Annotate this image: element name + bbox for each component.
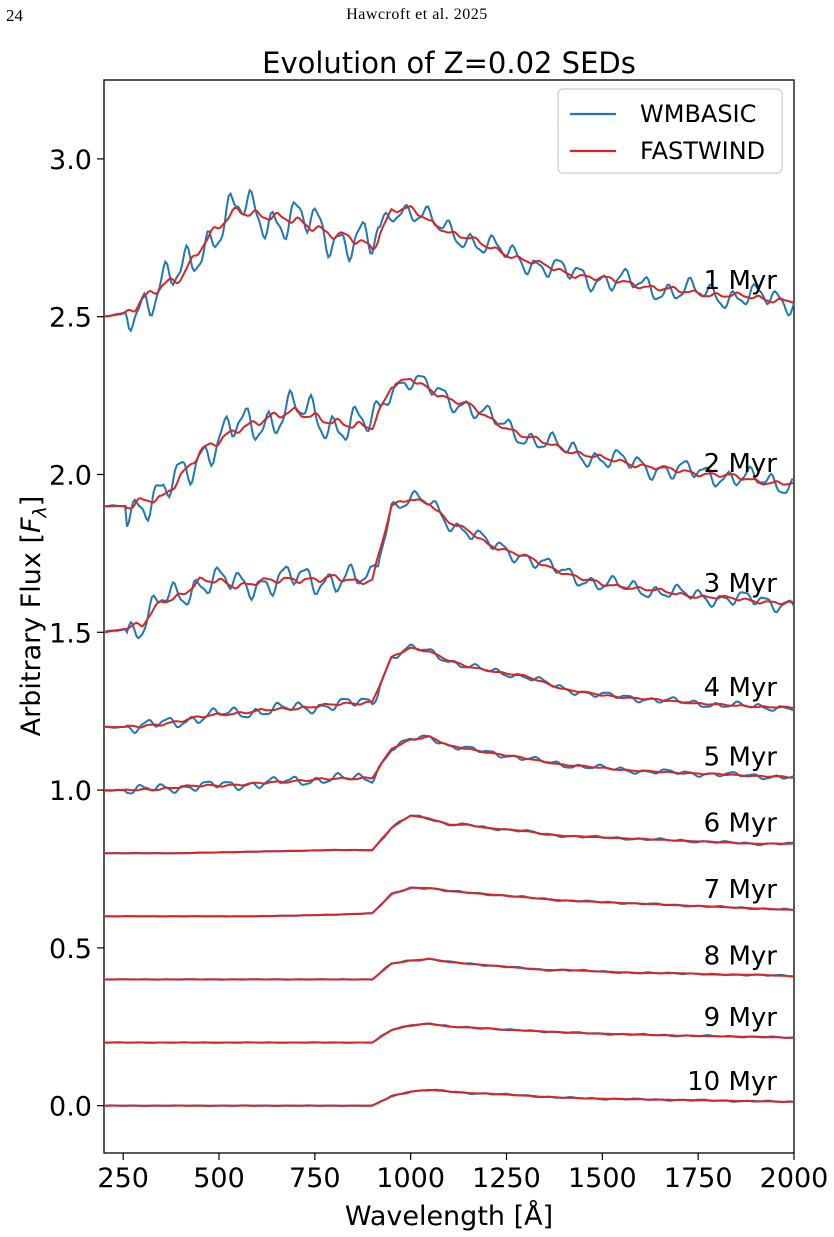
wmbasic-line-3-myr — [103, 489, 795, 640]
fastwind-line-6-myr — [104, 814, 794, 855]
legend-label-wmbasic: WMBASIC — [640, 100, 756, 128]
x-tick-label: 1000 — [376, 1163, 445, 1194]
age-label: 4 Myr — [704, 673, 778, 703]
y-tick-label: 0.0 — [49, 1092, 92, 1123]
fastwind-line-9-myr — [104, 1022, 794, 1044]
running-head: Hawcroft et al. 2025 — [346, 6, 488, 23]
fastwind-line-7-myr — [104, 886, 795, 918]
age-label: 10 Myr — [687, 1067, 777, 1097]
fastwind-line-4-myr — [104, 646, 795, 729]
x-tick-label: 2000 — [760, 1163, 829, 1194]
y-tick-label: 2.5 — [49, 303, 92, 334]
x-tick-label: 1250 — [472, 1163, 541, 1194]
fastwind-line-3-myr — [103, 498, 795, 634]
series-layer: 1 Myr 2 Myr 3 Myr 4 Myr 5 Myr 6 Myr 7 Myr 8 Myr… — [103, 188, 795, 1108]
ticks-layer: 250 500 750 1000 1250 1500 1750 2000 0.0 0.5 1.0 1.… — [49, 145, 828, 1194]
wmbasic-line-2-myr — [104, 374, 795, 527]
age-label: 8 Myr — [704, 941, 778, 971]
wmbasic-line-1-myr — [104, 188, 795, 333]
x-axis-label: Wavelength [Å] — [345, 1200, 553, 1232]
fastwind-line-5-myr — [104, 735, 794, 792]
y-tick-label: 1.0 — [49, 776, 92, 807]
page-header: 24 Hawcroft et al. 2025 — [0, 0, 834, 34]
legend: WMBASIC FASTWIND — [557, 88, 783, 174]
y-tick-label: 3.0 — [49, 145, 92, 176]
x-tick-label: 1750 — [664, 1163, 733, 1194]
age-label: 9 Myr — [704, 1003, 778, 1033]
age-label: 6 Myr — [704, 809, 778, 839]
x-tick-label: 500 — [193, 1163, 245, 1194]
age-label: 2 Myr — [704, 449, 778, 479]
age-label: 3 Myr — [704, 569, 778, 599]
plot-area-frame — [103, 79, 795, 1154]
age-label: 7 Myr — [704, 875, 778, 905]
wmbasic-line-4-myr — [103, 643, 795, 735]
x-tick-label: 750 — [289, 1163, 341, 1194]
page-number: 24 — [6, 6, 23, 25]
age-label: 1 Myr — [704, 266, 778, 296]
age-label: 5 Myr — [704, 743, 778, 773]
y-tick-label: 0.5 — [49, 934, 92, 965]
fastwind-line-8-myr — [104, 957, 795, 981]
fastwind-line-1-myr — [103, 204, 795, 318]
chart-title: Evolution of Z=0.02 SEDs — [262, 46, 636, 80]
y-axis-label: Arbitrary Flux [Fλ] — [16, 496, 51, 737]
y-tick-label: 1.5 — [49, 618, 92, 649]
y-tick-label: 2.0 — [49, 460, 92, 491]
x-tick-label: 1500 — [568, 1163, 637, 1194]
legend-label-fastwind: FASTWIND — [640, 137, 765, 165]
fastwind-line-10-myr — [104, 1088, 794, 1107]
fastwind-line-2-myr — [103, 377, 795, 510]
x-tick-label: 250 — [97, 1163, 149, 1194]
wmbasic-line-6-myr — [103, 814, 795, 855]
